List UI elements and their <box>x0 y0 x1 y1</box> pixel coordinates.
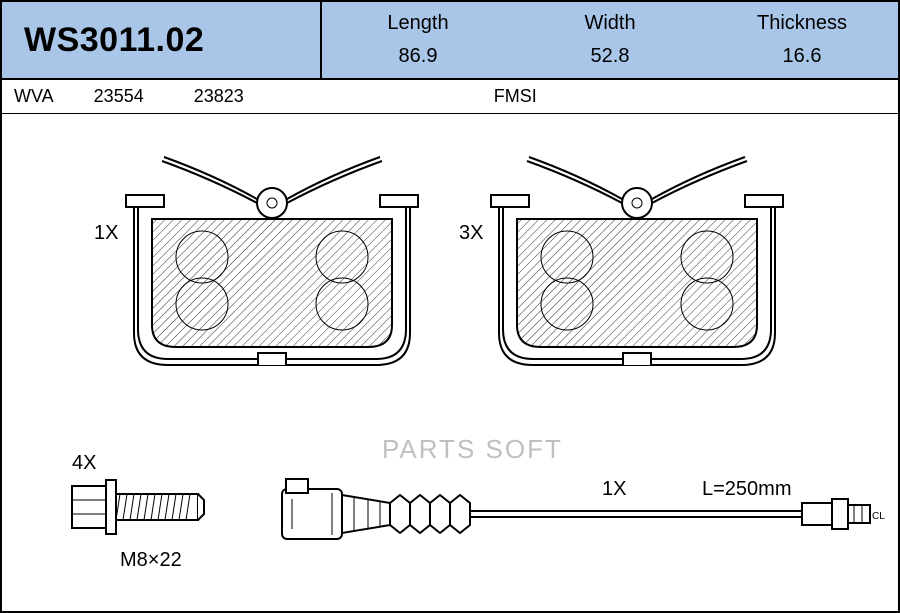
wva-code-1: 23554 <box>94 86 144 107</box>
width-label: Width <box>584 12 635 35</box>
thickness-value: 16.6 <box>783 45 822 68</box>
drawing-area: 1X3X4XM8×22CL1XL=250mm PARTS SOFT <box>2 114 898 613</box>
wva-code-2: 23823 <box>194 86 244 107</box>
length-label: Length <box>387 12 448 35</box>
svg-text:1X: 1X <box>602 478 626 500</box>
part-number: WS3011.02 <box>24 21 204 60</box>
width-value: 52.8 <box>591 45 630 68</box>
wva-label: WVA <box>14 86 54 107</box>
svg-text:4X: 4X <box>72 452 96 474</box>
thickness-cell: Thickness 16.6 <box>706 2 898 78</box>
svg-text:1X: 1X <box>94 222 118 244</box>
length-cell: Length 86.9 <box>322 2 514 78</box>
svg-text:3X: 3X <box>459 222 483 244</box>
thickness-label: Thickness <box>757 12 847 35</box>
fmsi-label: FMSI <box>494 86 537 107</box>
svg-text:L=250mm: L=250mm <box>702 478 792 500</box>
spec-sheet: WS3011.02 Length 86.9 Width 52.8 Thickne… <box>0 0 900 613</box>
header-row: WS3011.02 Length 86.9 Width 52.8 Thickne… <box>2 2 898 80</box>
svg-text:M8×22: M8×22 <box>120 549 182 571</box>
svg-text:CL: CL <box>872 511 885 522</box>
width-cell: Width 52.8 <box>514 2 706 78</box>
part-number-cell: WS3011.02 <box>2 2 322 78</box>
code-row: WVA 23554 23823 FMSI <box>2 80 898 114</box>
technical-drawing: 1X 3X 4X M8×22 CL 1X L=250mm <box>2 114 898 613</box>
length-value: 86.9 <box>399 45 438 68</box>
